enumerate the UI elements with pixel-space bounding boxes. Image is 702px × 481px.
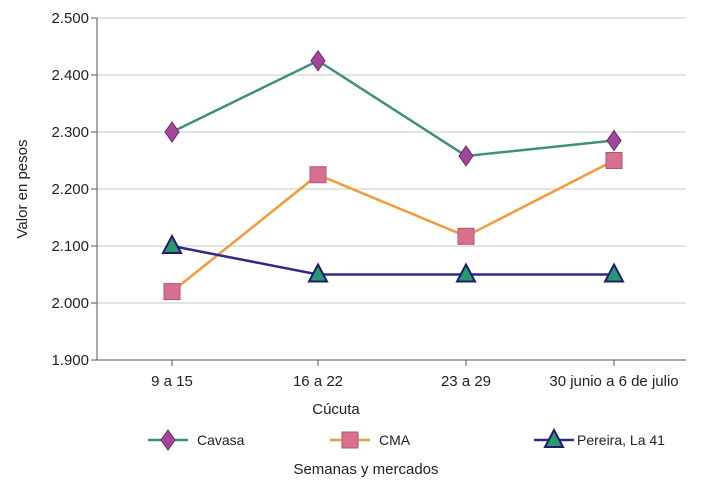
legend-item: Pereira, La 41 bbox=[534, 427, 665, 448]
x-tick-label: 16 a 22 bbox=[293, 373, 343, 390]
legend: Cavasa CMA Pereira, La 41 bbox=[148, 427, 665, 451]
y-tick-label: 1.900 bbox=[51, 352, 89, 369]
data-point bbox=[309, 166, 327, 184]
y-tick-label: 2.500 bbox=[51, 10, 89, 27]
data-point bbox=[455, 262, 477, 283]
legend-marker bbox=[543, 427, 565, 448]
data-point bbox=[603, 262, 625, 283]
legend-marker bbox=[160, 429, 176, 451]
data-point bbox=[605, 152, 623, 169]
data-point bbox=[163, 283, 181, 301]
x-axis-title: Semanas y mercados bbox=[293, 461, 438, 478]
series-diamond bbox=[164, 49, 622, 167]
data-point bbox=[458, 145, 474, 167]
gridlines bbox=[97, 17, 686, 304]
series-line bbox=[171, 244, 614, 276]
data-point bbox=[307, 262, 329, 283]
group-label: Cúcuta bbox=[312, 401, 360, 418]
series-line bbox=[171, 59, 615, 158]
series-line bbox=[171, 159, 615, 293]
x-tick-label: 30 junio a 6 de julio bbox=[549, 373, 678, 390]
series-group bbox=[161, 49, 625, 301]
series-triangle bbox=[161, 233, 625, 283]
x-ticks: 9 a 15 16 a 22 23 a 29 30 junio a 6 de juli… bbox=[151, 360, 679, 390]
x-tick-label: 9 a 15 bbox=[151, 373, 193, 390]
legend-label: Cavasa bbox=[197, 432, 245, 448]
x-tick-label: 23 a 29 bbox=[441, 373, 491, 390]
data-point bbox=[161, 233, 183, 254]
legend-item: CMA bbox=[330, 431, 411, 449]
y-axis-title: Valor en pesos bbox=[14, 140, 31, 239]
legend-label: Pereira, La 41 bbox=[577, 432, 665, 448]
data-point bbox=[310, 49, 326, 72]
y-tick-label: 2.300 bbox=[51, 124, 89, 141]
y-tick-label: 2.400 bbox=[51, 67, 89, 84]
legend-item: Cavasa bbox=[148, 429, 245, 451]
y-tick-label: 2.200 bbox=[51, 181, 89, 198]
y-tick-label: 2.100 bbox=[51, 238, 89, 255]
legend-marker bbox=[341, 431, 359, 449]
y-tick-label: 2.000 bbox=[51, 295, 89, 312]
legend-label: CMA bbox=[379, 432, 411, 448]
data-point bbox=[457, 227, 475, 245]
series-square bbox=[163, 152, 623, 301]
data-point bbox=[606, 129, 622, 152]
y-ticks: 1.900 2.000 2.100 2.200 2.300 2.400 2.500 bbox=[51, 10, 97, 369]
data-point bbox=[164, 121, 180, 143]
